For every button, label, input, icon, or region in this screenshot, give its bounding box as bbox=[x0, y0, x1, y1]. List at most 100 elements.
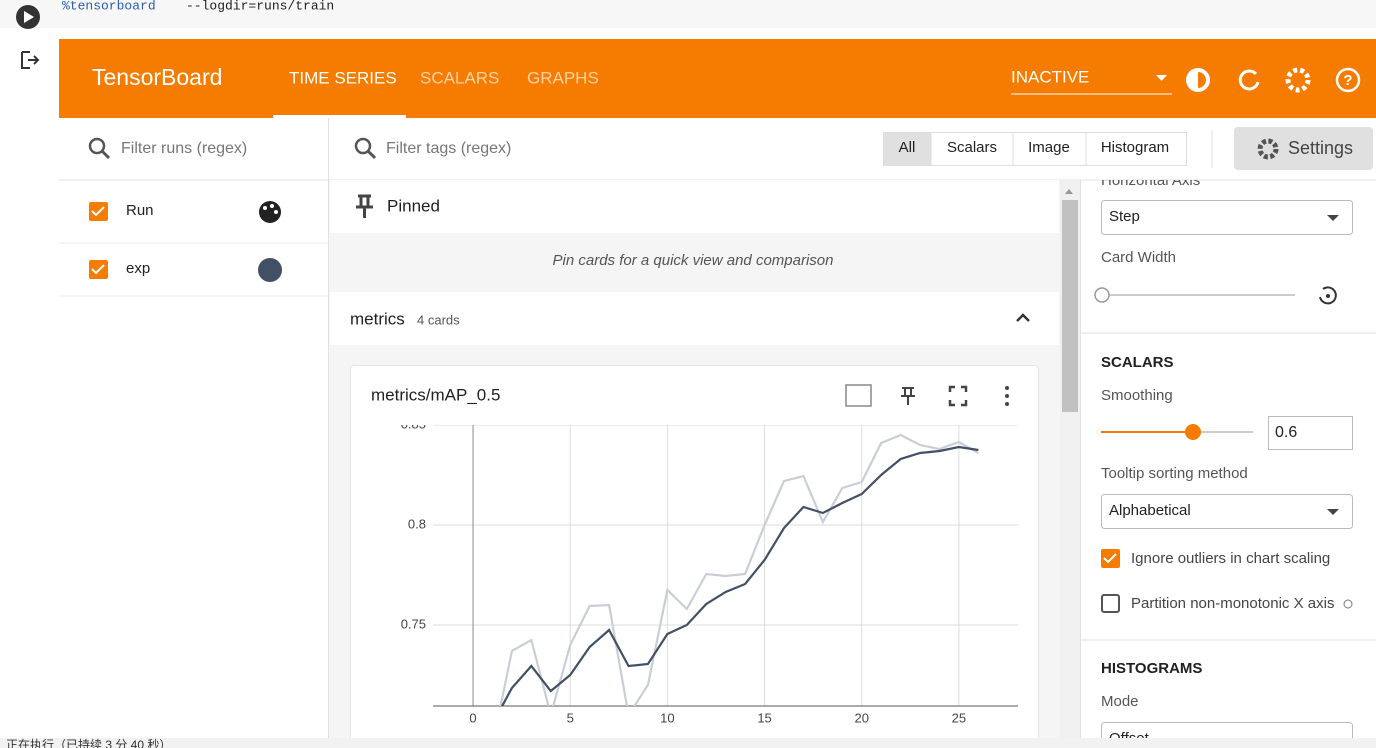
reload-icon[interactable] bbox=[1238, 69, 1260, 91]
x-tick-label: 10 bbox=[660, 710, 674, 725]
output-icon[interactable] bbox=[21, 51, 40, 69]
select-value: Step bbox=[1109, 208, 1140, 225]
checkbox-label: Ignore outliers in chart scaling bbox=[1131, 550, 1330, 567]
menu-dot bbox=[1005, 394, 1009, 398]
app-title: TensorBoard bbox=[92, 64, 222, 90]
scroll-up bbox=[1065, 189, 1073, 194]
play-icon bbox=[24, 11, 34, 23]
x-tick-label: 5 bbox=[567, 710, 574, 725]
collapse-icon[interactable] bbox=[1016, 313, 1030, 322]
card bbox=[350, 365, 1039, 748]
chart-area: 0.75 0.8 0.85 0 5 10 15 20 25 bbox=[401, 416, 1018, 725]
pin-card-icon[interactable] bbox=[901, 387, 915, 405]
gear-icon bbox=[1257, 138, 1279, 160]
tab[interactable]: GRAPHS bbox=[527, 68, 599, 87]
header-bar bbox=[59, 39, 1376, 118]
section-title: HISTOGRAMS bbox=[1101, 660, 1202, 677]
x-tick-label: 15 bbox=[757, 710, 771, 725]
info-icon[interactable] bbox=[1343, 599, 1353, 609]
checkmark bbox=[91, 264, 105, 275]
x-tick-label: 25 bbox=[952, 710, 966, 725]
slider-knob[interactable] bbox=[1094, 287, 1110, 303]
filter-button[interactable]: Scalars bbox=[947, 139, 997, 156]
run-name: Run bbox=[126, 202, 154, 219]
status-text: 正在执行（已持续 3 分 40 秒） bbox=[6, 737, 171, 748]
filter-button[interactable]: Histogram bbox=[1101, 139, 1169, 156]
pinned-empty: Pin cards for a quick view and compariso… bbox=[553, 252, 834, 269]
palette-dot bbox=[263, 206, 267, 210]
scroll-thumb[interactable] bbox=[1062, 200, 1078, 412]
setting-label: Horizontal Axis bbox=[1101, 172, 1200, 189]
search-icon-handle bbox=[100, 149, 111, 160]
checkmark bbox=[91, 206, 105, 217]
code-cell bbox=[0, 0, 1376, 28]
group-name: metrics bbox=[350, 309, 405, 328]
filter-button[interactable]: Image bbox=[1028, 139, 1070, 156]
y-tick-label: 0.8 bbox=[408, 516, 426, 531]
setting-label: Card Width bbox=[1101, 249, 1176, 266]
series-line bbox=[499, 433, 979, 706]
select-arrow bbox=[1327, 509, 1339, 515]
pinned-title: Pinned bbox=[387, 196, 440, 215]
run-color[interactable] bbox=[258, 258, 282, 282]
run-name: exp bbox=[126, 260, 150, 277]
reset-icon-dot bbox=[1326, 294, 1330, 298]
fit-domain-icon[interactable] bbox=[845, 384, 872, 407]
group-count: 4 cards bbox=[417, 312, 460, 327]
code-command: %tensorboard bbox=[62, 0, 156, 13]
group-header bbox=[330, 292, 1059, 345]
select-value: Alphabetical bbox=[1109, 502, 1191, 519]
help-icon[interactable] bbox=[1335, 67, 1361, 93]
search-icon-handle bbox=[366, 149, 377, 160]
card-title: metrics/mAP_0.5 bbox=[371, 385, 500, 404]
settings-icon[interactable] bbox=[1285, 67, 1311, 93]
checkbox-label: Partition non-monotonic X axis bbox=[1131, 595, 1334, 612]
search-icon bbox=[88, 137, 106, 155]
checkbox[interactable] bbox=[1101, 594, 1120, 613]
filter-selected bbox=[884, 133, 931, 165]
reload-status[interactable]: INACTIVE bbox=[1011, 67, 1089, 86]
settings-label: Settings bbox=[1288, 138, 1353, 158]
runs-filter[interactable]: Filter runs (regex) bbox=[121, 140, 247, 157]
y-tick-label: 0.85 bbox=[401, 416, 426, 431]
setting-label: Smoothing bbox=[1101, 387, 1173, 404]
dropdown-arrow bbox=[1156, 75, 1167, 81]
theme-icon-half bbox=[1198, 72, 1206, 88]
tab[interactable]: TIME SERIES bbox=[289, 68, 397, 87]
help-glyph: ? bbox=[1343, 72, 1352, 89]
series-line bbox=[500, 445, 979, 706]
smoothing-value: 0.6 bbox=[1275, 424, 1297, 441]
tab[interactable]: SCALARS bbox=[420, 68, 499, 87]
pinned-header bbox=[330, 180, 1059, 233]
fullscreen-icon[interactable] bbox=[948, 385, 968, 407]
smoothing-input[interactable] bbox=[1268, 416, 1353, 450]
select[interactable] bbox=[1101, 494, 1353, 529]
palette-dot bbox=[274, 210, 278, 214]
chart: 0.75 0.8 0.85 0 5 10 15 20 25 bbox=[401, 416, 1018, 725]
setting-label: Mode bbox=[1101, 693, 1139, 710]
status-bar bbox=[0, 738, 1376, 748]
menu-dot[interactable] bbox=[1005, 386, 1009, 390]
section-title: SCALARS bbox=[1101, 354, 1174, 371]
filter-group bbox=[883, 132, 1187, 166]
search-icon bbox=[354, 137, 372, 155]
pin-icon bbox=[356, 194, 373, 218]
plot bbox=[499, 433, 979, 706]
select[interactable] bbox=[1101, 200, 1353, 235]
tags-filter[interactable]: Filter tags (regex) bbox=[386, 140, 511, 157]
filter-button[interactable]: All bbox=[899, 139, 916, 156]
y-tick-label: 0.75 bbox=[401, 616, 426, 631]
slider-knob[interactable] bbox=[1185, 424, 1201, 440]
settings-button[interactable] bbox=[1234, 127, 1373, 170]
checkmark bbox=[1103, 553, 1117, 564]
setting-label: Tooltip sorting method bbox=[1101, 465, 1248, 482]
palette-dot bbox=[270, 204, 274, 208]
menu-dot bbox=[1005, 402, 1009, 406]
x-tick-label: 0 bbox=[469, 710, 476, 725]
tab-underline bbox=[273, 115, 406, 118]
select-arrow bbox=[1327, 215, 1339, 221]
x-tick-label: 20 bbox=[855, 710, 869, 725]
code-args: --logdir=runs/train bbox=[186, 0, 334, 13]
reset-icon[interactable] bbox=[1319, 286, 1337, 305]
